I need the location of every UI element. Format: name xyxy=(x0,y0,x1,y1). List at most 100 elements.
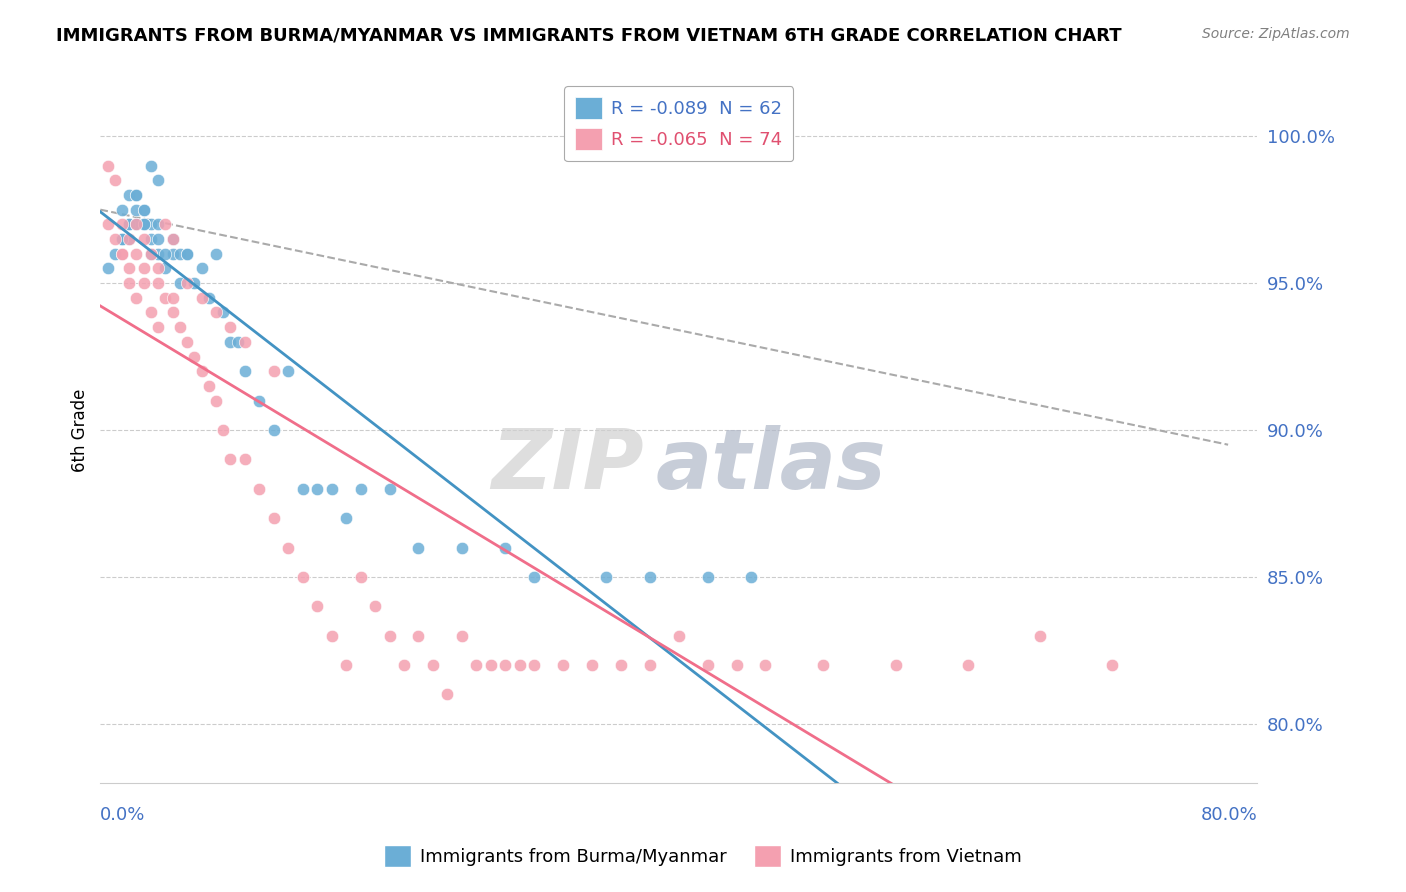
Point xyxy=(813,658,835,673)
Point xyxy=(212,305,235,319)
Point xyxy=(148,232,170,246)
Point xyxy=(465,658,488,673)
Legend: R = -0.089  N = 62, R = -0.065  N = 74: R = -0.089 N = 62, R = -0.065 N = 74 xyxy=(564,87,793,161)
Point xyxy=(118,261,141,276)
Point xyxy=(125,218,148,232)
Point xyxy=(162,291,184,305)
Point xyxy=(321,482,343,496)
Point xyxy=(148,320,170,334)
Point xyxy=(104,173,127,187)
Point xyxy=(118,232,141,246)
Point xyxy=(118,232,141,246)
Point xyxy=(233,334,256,349)
Point xyxy=(169,276,191,290)
Point xyxy=(436,688,458,702)
Point xyxy=(190,261,212,276)
Point xyxy=(219,320,242,334)
Point xyxy=(162,232,184,246)
Point xyxy=(219,334,242,349)
Point xyxy=(148,261,170,276)
Point xyxy=(263,364,285,378)
Point xyxy=(233,452,256,467)
Point xyxy=(155,291,177,305)
Text: 80.0%: 80.0% xyxy=(1201,806,1257,824)
Point xyxy=(148,246,170,260)
Point xyxy=(155,246,177,260)
Point xyxy=(307,482,329,496)
Point xyxy=(169,246,191,260)
Point xyxy=(247,482,270,496)
Point xyxy=(118,188,141,202)
Point xyxy=(422,658,444,673)
Point xyxy=(551,658,574,673)
Point xyxy=(450,629,472,643)
Point xyxy=(1101,658,1123,673)
Point xyxy=(754,658,776,673)
Point xyxy=(176,334,198,349)
Point xyxy=(148,276,170,290)
Point xyxy=(111,232,134,246)
Point xyxy=(111,232,134,246)
Point xyxy=(155,218,177,232)
Point xyxy=(740,570,762,584)
Point xyxy=(97,261,120,276)
Point xyxy=(139,305,162,319)
Point xyxy=(183,276,205,290)
Point xyxy=(205,246,228,260)
Point xyxy=(97,218,120,232)
Point xyxy=(479,658,502,673)
Point xyxy=(197,291,219,305)
Point xyxy=(450,541,472,555)
Point xyxy=(610,658,633,673)
Point xyxy=(219,452,242,467)
Point xyxy=(162,305,184,319)
Point xyxy=(132,218,155,232)
Point xyxy=(139,232,162,246)
Point xyxy=(162,232,184,246)
Point xyxy=(148,218,170,232)
Point xyxy=(132,276,155,290)
Point xyxy=(125,188,148,202)
Point xyxy=(212,423,235,437)
Text: atlas: atlas xyxy=(655,425,886,506)
Point xyxy=(696,570,718,584)
Point xyxy=(307,599,329,614)
Point xyxy=(277,364,299,378)
Point xyxy=(364,599,387,614)
Point xyxy=(494,658,516,673)
Point xyxy=(125,218,148,232)
Text: Source: ZipAtlas.com: Source: ZipAtlas.com xyxy=(1202,27,1350,41)
Point xyxy=(176,246,198,260)
Point xyxy=(884,658,907,673)
Point xyxy=(263,511,285,525)
Point xyxy=(509,658,531,673)
Point xyxy=(132,261,155,276)
Point xyxy=(349,570,371,584)
Point xyxy=(104,246,127,260)
Point xyxy=(291,482,314,496)
Legend: Immigrants from Burma/Myanmar, Immigrants from Vietnam: Immigrants from Burma/Myanmar, Immigrant… xyxy=(377,838,1029,874)
Point xyxy=(139,246,162,260)
Point xyxy=(118,218,141,232)
Point xyxy=(263,423,285,437)
Point xyxy=(638,658,661,673)
Point xyxy=(111,232,134,246)
Point xyxy=(125,218,148,232)
Point xyxy=(132,202,155,217)
Point xyxy=(118,276,141,290)
Text: IMMIGRANTS FROM BURMA/MYANMAR VS IMMIGRANTS FROM VIETNAM 6TH GRADE CORRELATION C: IMMIGRANTS FROM BURMA/MYANMAR VS IMMIGRA… xyxy=(56,27,1122,45)
Point xyxy=(335,658,357,673)
Point xyxy=(111,202,134,217)
Point xyxy=(162,246,184,260)
Point xyxy=(190,364,212,378)
Point xyxy=(155,261,177,276)
Point xyxy=(190,291,212,305)
Point xyxy=(595,570,617,584)
Point xyxy=(139,246,162,260)
Point xyxy=(205,305,228,319)
Point xyxy=(668,629,690,643)
Point xyxy=(638,570,661,584)
Point xyxy=(523,658,546,673)
Point xyxy=(392,658,415,673)
Point xyxy=(139,159,162,173)
